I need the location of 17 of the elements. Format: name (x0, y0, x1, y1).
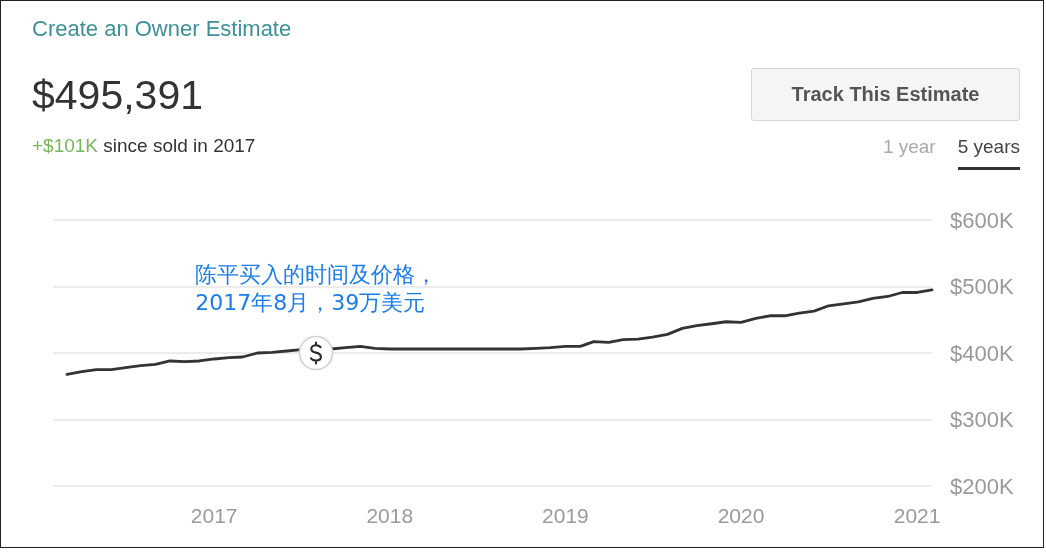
x-tick-label: 2017 (190, 504, 238, 527)
text: 1 year (882, 136, 936, 158)
x-tick-label: 2019 (542, 504, 589, 527)
text: Create an Owner Estimate (32, 16, 292, 42)
annotation: 陈平买入的时间及价格，2017年8月，39万美元 (195, 261, 439, 317)
y-tick-label: $200K (950, 473, 1014, 499)
chart-subtitle: +$101K since sold in 2017 (32, 135, 256, 157)
x-tick-label: 2021 (893, 504, 941, 527)
chart-title: $495,391 (32, 72, 204, 120)
x-tick-label: 2020 (717, 504, 765, 527)
y-tick-label: $500K (950, 274, 1014, 299)
y-tick-label: $300K (950, 407, 1014, 432)
y-tick-label: $600K (950, 207, 1014, 233)
x-tick-label: 2018 (366, 504, 414, 527)
button[interactable]: Track This Estimate (751, 68, 1020, 121)
y-tick-label: $400K (950, 340, 1014, 366)
text: 5 years (957, 136, 1020, 158)
